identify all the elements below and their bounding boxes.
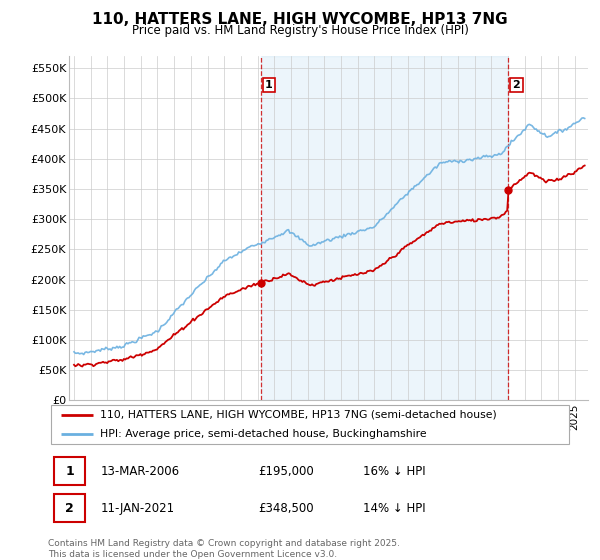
Text: 11-JAN-2021: 11-JAN-2021 [101, 502, 175, 515]
FancyBboxPatch shape [54, 494, 85, 522]
Text: Price paid vs. HM Land Registry's House Price Index (HPI): Price paid vs. HM Land Registry's House … [131, 24, 469, 36]
Text: £348,500: £348,500 [258, 502, 314, 515]
Text: 1: 1 [65, 465, 74, 478]
Text: 14% ↓ HPI: 14% ↓ HPI [363, 502, 425, 515]
FancyBboxPatch shape [54, 457, 85, 485]
FancyBboxPatch shape [50, 405, 569, 444]
Text: 110, HATTERS LANE, HIGH WYCOMBE, HP13 7NG: 110, HATTERS LANE, HIGH WYCOMBE, HP13 7N… [92, 12, 508, 27]
Bar [261, 56, 508, 400]
Text: HPI: Average price, semi-detached house, Buckinghamshire: HPI: Average price, semi-detached house,… [101, 429, 427, 439]
Text: 13-MAR-2006: 13-MAR-2006 [101, 465, 179, 478]
Text: 16% ↓ HPI: 16% ↓ HPI [363, 465, 425, 478]
Text: Contains HM Land Registry data © Crown copyright and database right 2025.
This d: Contains HM Land Registry data © Crown c… [48, 539, 400, 559]
Text: 2: 2 [512, 80, 520, 90]
Text: 110, HATTERS LANE, HIGH WYCOMBE, HP13 7NG (semi-detached house): 110, HATTERS LANE, HIGH WYCOMBE, HP13 7N… [101, 410, 497, 420]
Text: 1: 1 [265, 80, 272, 90]
Text: 2: 2 [65, 502, 74, 515]
Text: £195,000: £195,000 [258, 465, 314, 478]
